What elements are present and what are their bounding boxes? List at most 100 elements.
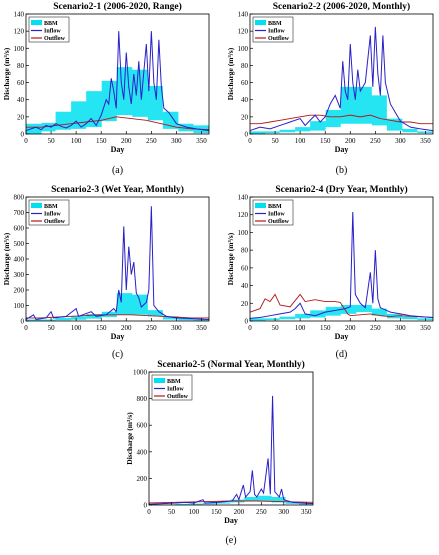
x-tick-label: 0 <box>248 324 252 332</box>
x-tick-label: 200 <box>345 137 356 145</box>
chart-panel: Scenario2-3 (Wet Year, Monthly) 0 50 100 150… <box>2 184 210 360</box>
inflow-line <box>249 26 434 132</box>
x-tick-label: 250 <box>146 137 157 145</box>
legend-label: Inflow <box>268 29 285 35</box>
x-tick-label: 300 <box>279 508 290 516</box>
x-tick-label: 150 <box>320 137 331 145</box>
legend-swatch-bbm <box>154 378 165 383</box>
x-tick-label: 0 <box>248 137 252 145</box>
legend-label: BBM <box>268 21 282 27</box>
y-tick-label: 120 <box>14 28 25 36</box>
plot-frame <box>249 13 434 135</box>
y-tick-label: 80 <box>17 62 25 70</box>
legend-swatch-bbm <box>31 20 42 25</box>
y-tick-label: 400 <box>14 256 25 264</box>
x-tick-label: 150 <box>211 508 222 516</box>
x-tick-label: 150 <box>96 324 107 332</box>
y-tick-label: 60 <box>17 79 25 87</box>
chart-panel: Scenario2-2 (2006-2020, Monthly) 0 50 100 15… <box>226 1 434 176</box>
y-axis-label: Discharge (m³/s) <box>125 412 134 465</box>
legend-label: BBM <box>44 21 58 27</box>
y-tick-label: 0 <box>245 318 249 326</box>
y-tick-label: 300 <box>14 271 25 279</box>
y-tick-label: 140 <box>238 194 249 202</box>
y-tick-label: 120 <box>238 211 249 219</box>
x-tick-label: 150 <box>96 137 107 145</box>
y-axis-label: Discharge (m³/s) <box>226 47 235 100</box>
legend-swatch-bbm <box>255 203 266 208</box>
y-tick-label: 0 <box>144 502 148 510</box>
x-tick-label: 50 <box>48 324 56 332</box>
x-tick-label: 50 <box>168 508 176 516</box>
y-tick-label: 500 <box>14 240 25 248</box>
y-tick-label: 40 <box>241 282 249 290</box>
legend-label: Inflow <box>268 212 285 218</box>
y-tick-label: 20 <box>17 113 25 121</box>
legend-label: Outflow <box>167 394 189 400</box>
x-tick-label: 50 <box>272 137 280 145</box>
chart-panel: Scenario2-4 (Dry Year, Monthly) 0 50 100 150… <box>226 184 434 360</box>
bbm-band <box>250 86 433 134</box>
y-tick-label: 800 <box>137 395 148 403</box>
legend-label: Outflow <box>268 219 290 225</box>
y-tick-label: 600 <box>137 422 148 430</box>
x-tick-label: 200 <box>345 324 356 332</box>
y-tick-label: 600 <box>14 225 25 233</box>
y-tick-label: 700 <box>14 209 25 217</box>
x-tick-label: 350 <box>196 324 207 332</box>
panel-label: (b) <box>336 165 348 176</box>
plot-frame <box>249 196 434 322</box>
legend-label: Outflow <box>44 36 66 42</box>
bbm-band <box>26 293 209 321</box>
x-axis-label: Day <box>111 332 125 341</box>
plot-frame <box>25 13 210 135</box>
x-tick-label: 300 <box>171 324 182 332</box>
y-tick-label: 100 <box>14 302 25 310</box>
plot-frame <box>148 371 314 506</box>
inflow-line <box>249 212 434 319</box>
x-tick-label: 300 <box>171 137 182 145</box>
x-tick-label: 0 <box>24 324 28 332</box>
inflow-line <box>25 31 210 132</box>
y-tick-label: 40 <box>241 96 249 104</box>
y-tick-label: 200 <box>137 475 148 483</box>
outflow-line <box>249 293 434 318</box>
outflow-line <box>250 114 433 125</box>
x-tick-label: 150 <box>320 324 331 332</box>
y-tick-label: 20 <box>241 113 249 121</box>
chart-panel: Scenario2-1 (2006-2020, Range) 0 50 100 150 2… <box>2 1 210 176</box>
chart-panel: Scenario2-5 (Normal Year, Monthly) 0 50 100… <box>125 359 314 546</box>
x-tick-label: 50 <box>272 324 280 332</box>
chart-title: Scenario2-4 (Dry Year, Monthly) <box>275 184 407 195</box>
x-tick-label: 300 <box>395 324 406 332</box>
legend-swatch-bbm <box>31 203 42 208</box>
chart-title: Scenario2-2 (2006-2020, Monthly) <box>273 1 410 12</box>
chart-title: Scenario2-3 (Wet Year, Monthly) <box>51 184 184 195</box>
legend-swatch-bbm <box>255 20 266 25</box>
x-tick-label: 250 <box>256 508 267 516</box>
x-tick-label: 350 <box>196 137 207 145</box>
x-tick-label: 0 <box>147 508 151 516</box>
x-axis-label: Day <box>111 145 125 154</box>
x-tick-label: 250 <box>370 137 381 145</box>
y-tick-label: 20 <box>241 300 249 308</box>
inflow-line <box>25 206 210 320</box>
x-tick-label: 0 <box>24 137 28 145</box>
bbm-band <box>250 305 433 321</box>
panel-label: (c) <box>112 349 123 360</box>
y-tick-label: 80 <box>241 62 249 70</box>
x-axis-label: Day <box>224 516 238 525</box>
chart-title: Scenario2-5 (Normal Year, Monthly) <box>157 359 305 370</box>
y-tick-label: 120 <box>238 28 249 36</box>
y-tick-label: 0 <box>21 318 25 326</box>
y-tick-label: 800 <box>14 194 25 202</box>
x-tick-label: 100 <box>295 324 306 332</box>
x-tick-label: 350 <box>420 324 431 332</box>
y-tick-label: 400 <box>137 448 148 456</box>
x-tick-label: 350 <box>420 137 431 145</box>
y-tick-label: 60 <box>241 79 249 87</box>
legend-label: Outflow <box>44 219 66 225</box>
x-axis-label: Day <box>335 145 349 154</box>
y-tick-label: 0 <box>245 131 249 139</box>
